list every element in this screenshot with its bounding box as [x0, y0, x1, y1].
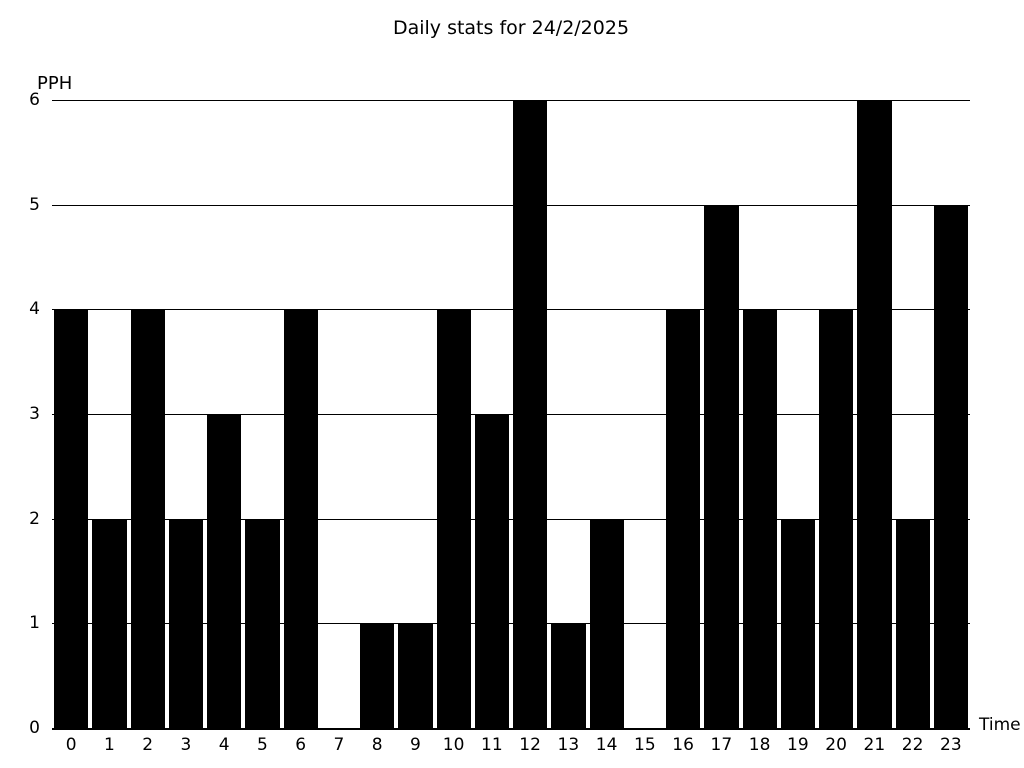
x-tick-label-12: 12	[519, 735, 541, 755]
bar-slot-hour-7	[320, 100, 358, 728]
bar-slot-hour-13	[549, 100, 587, 728]
x-axis-label: Time	[979, 715, 1021, 735]
bar-slot-hour-3	[167, 100, 205, 728]
gridline-y-2	[52, 519, 970, 520]
x-tick-label-4: 4	[218, 735, 230, 755]
bar-hour-10	[436, 309, 471, 728]
bar-hour-9	[398, 623, 433, 728]
bar-slot-hour-19	[779, 100, 817, 728]
bar-slot-hour-20	[817, 100, 855, 728]
bar-slot-hour-22	[894, 100, 932, 728]
x-tick-label-3: 3	[180, 735, 192, 755]
bar-hour-4	[207, 414, 242, 728]
x-tick-label-16: 16	[672, 735, 694, 755]
plot-area	[52, 100, 970, 730]
bar-slot-hour-10	[435, 100, 473, 728]
bar-hour-16	[666, 309, 701, 728]
y-tick-label-0: 0	[29, 718, 40, 738]
bar-hour-17	[704, 205, 739, 728]
bar-hour-11	[474, 414, 509, 728]
x-tick-label-2: 2	[142, 735, 154, 755]
x-tick-label-17: 17	[710, 735, 733, 755]
y-tick-label-5: 5	[29, 195, 40, 215]
bar-slot-hour-12	[511, 100, 549, 728]
y-tick-label-4: 4	[29, 299, 40, 319]
x-tick-label-15: 15	[634, 735, 656, 755]
bar-hour-3	[168, 519, 203, 728]
x-tick-label-18: 18	[748, 735, 771, 755]
y-tick-label-6: 6	[29, 90, 40, 110]
gridline-y-6	[52, 100, 970, 101]
bar-slot-hour-8	[358, 100, 396, 728]
bar-slot-hour-23	[932, 100, 970, 728]
x-tick-label-21: 21	[863, 735, 886, 755]
bar-hour-1	[92, 519, 127, 728]
bar-slot-hour-6	[282, 100, 320, 728]
bar-slot-hour-16	[664, 100, 702, 728]
x-tick-label-6: 6	[295, 735, 307, 755]
x-tick-label-9: 9	[409, 735, 421, 755]
bar-hour-19	[780, 519, 815, 728]
bar-hour-21	[857, 100, 892, 728]
bars-container	[52, 100, 970, 728]
bar-slot-hour-1	[90, 100, 128, 728]
bar-slot-hour-9	[396, 100, 434, 728]
bar-hour-12	[513, 100, 548, 728]
bar-slot-hour-5	[243, 100, 281, 728]
y-tick-label-1: 1	[29, 613, 40, 633]
y-axis-label: PPH	[37, 73, 73, 94]
bar-slot-hour-2	[129, 100, 167, 728]
bar-slot-hour-4	[205, 100, 243, 728]
gridline-y-5	[52, 205, 970, 206]
gridline-y-1	[52, 623, 970, 624]
x-tick-label-10: 10	[442, 735, 465, 755]
gridline-y-4	[52, 309, 970, 310]
bar-slot-hour-17	[702, 100, 740, 728]
x-tick-label-19: 19	[787, 735, 809, 755]
x-tick-label-22: 22	[901, 735, 924, 755]
bar-hour-20	[819, 309, 854, 728]
bar-hour-18	[742, 309, 777, 728]
x-tick-label-5: 5	[256, 735, 268, 755]
x-tick-label-8: 8	[371, 735, 383, 755]
x-tick-label-7: 7	[333, 735, 345, 755]
bar-hour-0	[54, 309, 89, 728]
bar-slot-hour-0	[52, 100, 90, 728]
x-tick-label-20: 20	[825, 735, 847, 755]
y-axis-ticks: 0 1 2 3 4 5 6	[0, 0, 40, 768]
bar-hour-5	[245, 519, 280, 728]
x-tick-label-23: 23	[940, 735, 962, 755]
x-tick-label-13: 13	[557, 735, 580, 755]
bar-hour-2	[130, 309, 165, 728]
gridline-y-3	[52, 414, 970, 415]
bar-slot-hour-14	[588, 100, 626, 728]
bar-hour-22	[895, 519, 930, 728]
bar-slot-hour-11	[473, 100, 511, 728]
chart-title: Daily stats for 24/2/2025	[392, 17, 630, 39]
bar-hour-8	[360, 623, 395, 728]
bar-slot-hour-21	[855, 100, 893, 728]
x-tick-label-11: 11	[481, 735, 503, 755]
bar-hour-23	[933, 205, 968, 728]
x-tick-label-0: 0	[65, 735, 77, 755]
bar-slot-hour-18	[741, 100, 779, 728]
y-tick-label-2: 2	[29, 509, 40, 529]
x-tick-label-14: 14	[595, 735, 618, 755]
bar-hour-6	[283, 309, 318, 728]
x-tick-label-1: 1	[103, 735, 115, 755]
y-tick-label-3: 3	[29, 404, 40, 424]
x-axis-ticks: 0 1 2 3 4 5 6 7 8 9 10 11 12 13 14 15 16 17 18 19 20 21 22 23	[52, 735, 970, 755]
bar-hour-13	[551, 623, 586, 728]
bar-hour-14	[589, 519, 624, 728]
bar-slot-hour-15	[626, 100, 664, 728]
